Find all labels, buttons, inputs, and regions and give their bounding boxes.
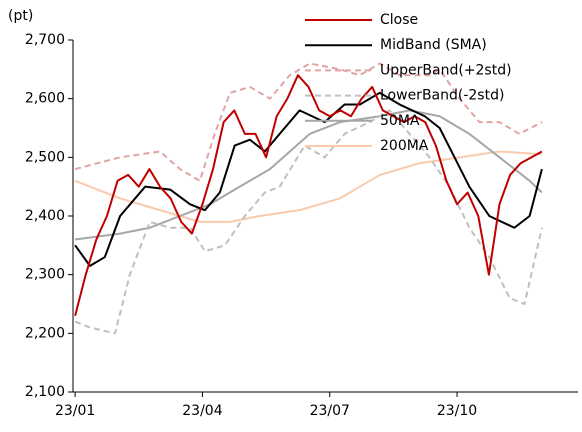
legend-label: Close — [380, 12, 418, 28]
y-tick-label: 2,700 — [25, 32, 65, 48]
x-tick-label: 23/01 — [55, 403, 95, 419]
x-tick-label: 23/07 — [310, 403, 350, 419]
series-line — [74, 150, 542, 223]
y-tick-label: 2,200 — [25, 325, 65, 341]
legend-label: UpperBand(+2std) — [380, 62, 512, 78]
y-tick-label: 2,600 — [25, 91, 65, 107]
legend-label: 50MA — [380, 113, 420, 129]
y-tick-label: 2,400 — [25, 208, 65, 224]
series-line — [74, 109, 543, 335]
x-tick-label: 23/04 — [182, 403, 222, 419]
series-line — [74, 91, 543, 267]
y-tick-label: 2,300 — [25, 267, 65, 283]
legend-label: 200MA — [380, 138, 429, 154]
y-tick-label: 2,100 — [25, 384, 65, 400]
legend-label: LowerBand(-2std) — [380, 88, 504, 104]
series-line — [74, 109, 543, 241]
y-unit: (pt) — [8, 8, 33, 24]
series-line — [74, 62, 543, 182]
legend-label: MidBand (SMA) — [380, 37, 487, 53]
y-tick-label: 2,500 — [25, 149, 65, 165]
x-tick-label: 23/10 — [437, 403, 477, 419]
series-line — [74, 74, 543, 316]
